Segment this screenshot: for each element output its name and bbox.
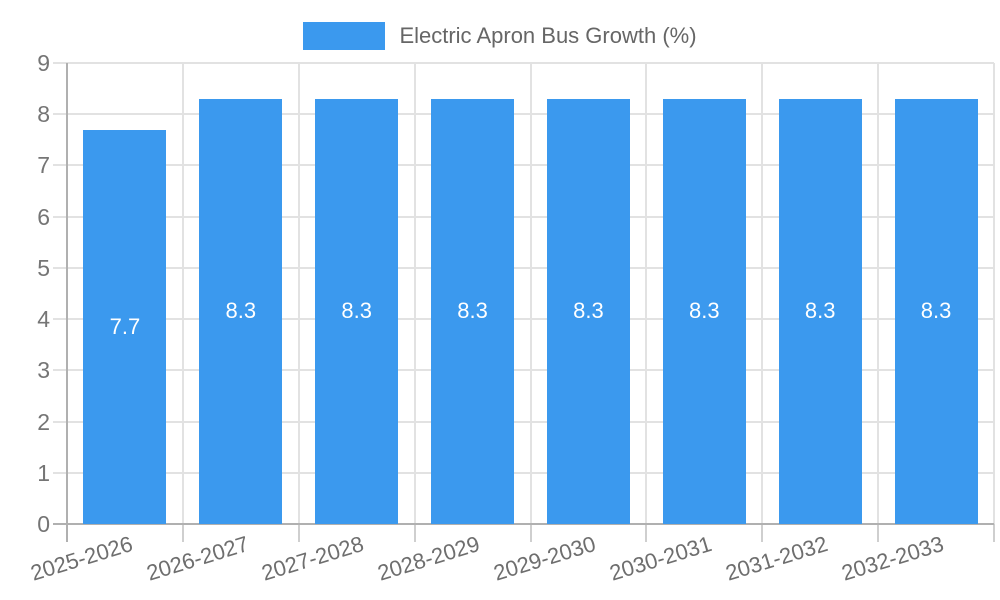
x-tick-label: 2031-2032 [722, 531, 831, 586]
y-axis-tick [53, 471, 67, 474]
x-axis-boundary-tick [645, 524, 648, 542]
bar[interactable]: 8.3 [315, 98, 399, 524]
x-tick-label: 2032-2033 [838, 531, 947, 586]
y-axis-tick [53, 266, 67, 269]
x-tick-label: 2026-2027 [143, 531, 252, 586]
x-tick-label: 2027-2028 [259, 531, 367, 586]
y-tick-label: 5 [37, 254, 50, 281]
bar-value-label: 8.3 [689, 298, 720, 324]
y-tick-label: 1 [37, 459, 50, 486]
y-axis-tick [53, 369, 67, 372]
y-tick-label: 4 [37, 306, 50, 333]
x-axis-boundary-tick [181, 524, 184, 542]
gridline-vertical [413, 63, 416, 524]
x-axis-boundary-tick [529, 524, 532, 542]
y-tick-label: 0 [37, 511, 50, 537]
gridline-vertical [877, 63, 880, 524]
legend-label: Electric Apron Bus Growth (%) [399, 23, 697, 48]
y-axis-tick [53, 62, 67, 64]
legend-swatch-icon [303, 22, 386, 50]
x-axis-boundary-tick [993, 524, 995, 542]
y-tick-label: 6 [37, 203, 50, 230]
bar[interactable]: 8.3 [546, 98, 630, 524]
legend-item[interactable]: Electric Apron Bus Growth (%) [303, 22, 697, 50]
x-axis-boundary-tick [297, 524, 300, 542]
bar[interactable]: 8.3 [431, 98, 515, 524]
y-tick-label: 7 [37, 152, 50, 179]
gridline-vertical [645, 63, 648, 524]
x-tick-label: 2030-2031 [606, 531, 715, 586]
x-axis-boundary-tick [761, 524, 764, 542]
gridline-vertical [181, 63, 184, 524]
y-axis-tick [53, 215, 67, 218]
gridline-vertical [761, 63, 764, 524]
y-tick-label: 8 [37, 101, 50, 128]
bar[interactable]: 8.3 [199, 98, 283, 524]
bar[interactable]: 7.7 [83, 129, 167, 524]
bar-value-label: 8.3 [341, 298, 372, 324]
y-axis-tick [53, 164, 67, 167]
gridline-vertical [993, 63, 995, 524]
x-tick-label: 2029-2030 [490, 531, 599, 586]
bar[interactable]: 8.3 [894, 98, 978, 524]
bar[interactable]: 8.3 [662, 98, 746, 524]
y-axis-line [66, 63, 68, 542]
y-axis-tick [53, 420, 67, 423]
bar-value-label: 8.3 [225, 298, 257, 324]
bar-value-label: 8.3 [457, 298, 488, 324]
bar[interactable]: 8.3 [778, 98, 862, 524]
y-axis-tick [53, 318, 67, 321]
bar-value-label: 8.3 [920, 298, 952, 324]
bar-value-label: 7.7 [109, 313, 141, 339]
x-axis-line [53, 523, 994, 525]
y-tick-label: 9 [37, 50, 50, 76]
y-tick-label: 3 [37, 357, 50, 384]
x-axis-boundary-tick [413, 524, 416, 542]
gridline-vertical [529, 63, 532, 524]
chart-legend: Electric Apron Bus Growth (%) [0, 22, 1000, 50]
x-axis-boundary-tick [877, 524, 880, 542]
gridline-vertical [297, 63, 300, 524]
x-tick-label: 2025-2026 [27, 531, 136, 586]
bar-value-label: 8.3 [573, 298, 604, 324]
y-tick-label: 2 [37, 408, 50, 435]
y-axis-tick [53, 113, 67, 116]
x-tick-label: 2028-2029 [374, 531, 483, 586]
bar-value-label: 8.3 [804, 298, 836, 324]
